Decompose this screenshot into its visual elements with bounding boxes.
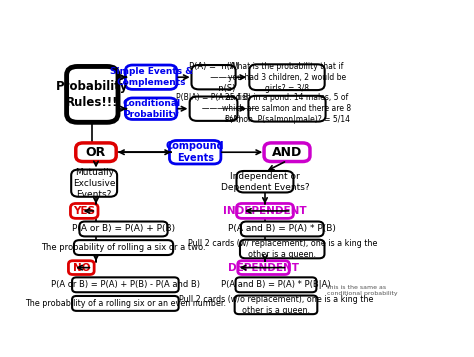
Text: this is the same as
conditional probability: this is the same as conditional probabil… (328, 285, 398, 296)
Text: The probability of a rolling six or an even number.: The probability of a rolling six or an e… (25, 299, 226, 308)
FancyBboxPatch shape (237, 171, 293, 192)
Text: P(A) =  n(A)
          ————
          n(S): P(A) = n(A) ———— n(S) (183, 62, 244, 93)
Text: Simple Events &
Complements: Simple Events & Complements (109, 67, 192, 87)
FancyBboxPatch shape (71, 203, 98, 218)
Text: NO: NO (73, 263, 90, 273)
FancyBboxPatch shape (80, 221, 168, 236)
FancyBboxPatch shape (237, 203, 293, 218)
Text: 25 fish in a pond. 14 males, 5 of
which are salmon and there are 8
salmon. P(sal: 25 fish in a pond. 14 males, 5 of which … (222, 93, 352, 124)
Text: INDEPENDENT: INDEPENDENT (223, 206, 307, 216)
FancyBboxPatch shape (125, 65, 177, 89)
FancyBboxPatch shape (76, 143, 116, 161)
Text: AND: AND (272, 146, 302, 159)
FancyBboxPatch shape (240, 240, 325, 258)
Text: Independent or
Dependent Events?: Independent or Dependent Events? (221, 172, 309, 192)
Text: Mutually
Exclusive
Events?: Mutually Exclusive Events? (73, 167, 115, 199)
FancyBboxPatch shape (264, 143, 310, 161)
Text: The probability of rolling a six or a two.: The probability of rolling a six or a tw… (41, 243, 206, 252)
Text: DEPENDENT: DEPENDENT (228, 263, 299, 273)
Text: P(A or B) = P(A) + P(B): P(A or B) = P(A) + P(B) (72, 225, 175, 233)
FancyBboxPatch shape (235, 296, 317, 314)
FancyBboxPatch shape (248, 96, 326, 122)
Text: Pull 2 cards (w/o replacement), one is a king the
other is a queen.: Pull 2 cards (w/o replacement), one is a… (179, 295, 373, 315)
FancyBboxPatch shape (238, 261, 289, 275)
Text: YES: YES (73, 206, 95, 216)
FancyBboxPatch shape (169, 141, 221, 164)
Text: Pull 2 cards (w/ replacement), one is a king the
other is a queen.: Pull 2 cards (w/ replacement), one is a … (188, 239, 377, 259)
FancyBboxPatch shape (68, 261, 94, 275)
Text: Conditional
Probability: Conditional Probability (122, 99, 180, 119)
FancyBboxPatch shape (71, 170, 117, 197)
Text: Probability
Rules!!!: Probability Rules!!! (56, 80, 128, 109)
FancyBboxPatch shape (125, 98, 177, 120)
FancyBboxPatch shape (190, 96, 237, 121)
Text: P(A or B) = P(A) + P(B) - P(A and B): P(A or B) = P(A) + P(B) - P(A and B) (51, 280, 200, 289)
Text: P(A and B) = P(A) * P(B): P(A and B) = P(A) * P(B) (228, 225, 336, 233)
Text: OR: OR (86, 146, 106, 159)
Text: P(B|A) = P(A and B)
             ———————
                P(A): P(B|A) = P(A and B) ——————— P(A) (172, 93, 255, 124)
FancyBboxPatch shape (241, 221, 324, 236)
FancyBboxPatch shape (72, 277, 179, 292)
FancyBboxPatch shape (72, 296, 179, 311)
Text: P(A and B) = P(A) * P(B|A): P(A and B) = P(A) * P(B|A) (221, 280, 331, 289)
Text: What is the probability that if
you had 3 children, 2 would be
girls? = 3/8: What is the probability that if you had … (228, 62, 346, 93)
FancyBboxPatch shape (236, 277, 316, 292)
FancyBboxPatch shape (191, 65, 236, 89)
FancyBboxPatch shape (66, 66, 118, 122)
FancyBboxPatch shape (249, 64, 325, 90)
Text: Compound
Events: Compound Events (166, 141, 225, 164)
FancyBboxPatch shape (74, 240, 173, 255)
